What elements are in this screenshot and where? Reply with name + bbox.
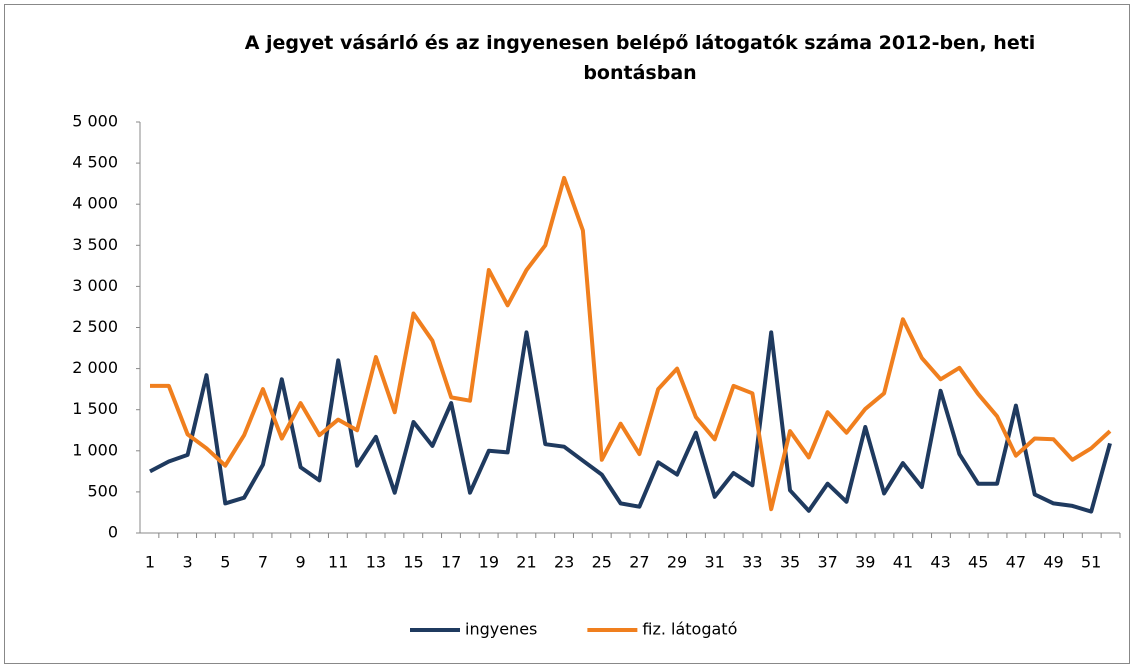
- x-tick-label: 27: [629, 553, 649, 572]
- y-tick-label: 2 000: [72, 358, 118, 377]
- x-tick-label: 39: [855, 553, 875, 572]
- x-tick-label: 43: [930, 553, 950, 572]
- legend-label: fiz. látogató: [642, 620, 737, 639]
- x-tick-label: 17: [441, 553, 461, 572]
- y-tick-label: 3 500: [72, 235, 118, 254]
- y-tick-label: 1 500: [72, 399, 118, 418]
- x-tick-label: 51: [1081, 553, 1101, 572]
- x-tick-label: 35: [780, 553, 800, 572]
- y-tick-label: 4 000: [72, 194, 118, 213]
- series-line: [149, 330, 1112, 514]
- x-tick-label: 23: [554, 553, 574, 572]
- x-tick-label: 41: [893, 553, 913, 572]
- x-tick-label: 37: [817, 553, 837, 572]
- x-tick-label: 1: [145, 553, 155, 572]
- y-tick-label: 2 500: [72, 317, 118, 336]
- x-tick-label: 21: [516, 553, 536, 572]
- series-line: [150, 175, 1112, 512]
- x-tick-label: 45: [968, 553, 988, 572]
- x-tick-label: 25: [592, 553, 612, 572]
- y-tick-label: 5 000: [72, 112, 118, 131]
- x-tick-label: 9: [295, 553, 305, 572]
- x-tick-label: 31: [705, 553, 725, 572]
- x-tick-label: 7: [258, 553, 268, 572]
- x-tick-label: 15: [403, 553, 423, 572]
- x-tick-label: 13: [366, 553, 386, 572]
- y-tick-label: 1 000: [72, 440, 118, 459]
- x-tick-label: 11: [328, 553, 348, 572]
- x-tick-label: 5: [220, 553, 230, 572]
- x-tick-label: 33: [742, 553, 762, 572]
- x-tick-label: 47: [1006, 553, 1026, 572]
- y-tick-label: 0: [108, 523, 118, 542]
- x-tick-label: 19: [479, 553, 499, 572]
- x-tick-label: 49: [1043, 553, 1063, 572]
- x-tick-label: 3: [183, 553, 193, 572]
- legend-label: ingyenes: [465, 620, 537, 639]
- y-tick-label: 4 500: [72, 153, 118, 172]
- y-tick-label: 3 000: [72, 276, 118, 295]
- x-tick-label: 29: [667, 553, 687, 572]
- chart-title: A jegyet vásárló és az ingyenesen belépő…: [244, 32, 1036, 84]
- y-tick-label: 500: [87, 481, 118, 500]
